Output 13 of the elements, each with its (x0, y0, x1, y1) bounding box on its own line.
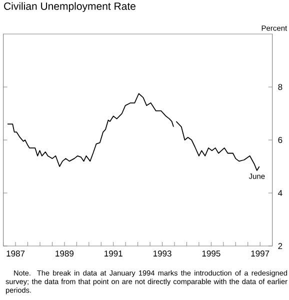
x-tick-label: 1993 (153, 250, 172, 257)
y-tick-label: 6 (278, 136, 282, 144)
y-tick-label: 4 (278, 190, 282, 196)
line-series (6, 93, 174, 167)
x-tick-label: 1989 (55, 250, 74, 257)
line-series (176, 121, 260, 171)
x-tick-label: 1991 (104, 250, 122, 257)
y-tick-label: 2 (278, 243, 282, 249)
x-tick-label: 1995 (202, 250, 220, 257)
y-tick-label: 8 (278, 84, 282, 90)
chart-title: Civilian Unemployment Rate (4, 2, 136, 12)
x-tick-label: 1997 (251, 250, 269, 257)
x-tick-label: 1987 (6, 250, 24, 257)
